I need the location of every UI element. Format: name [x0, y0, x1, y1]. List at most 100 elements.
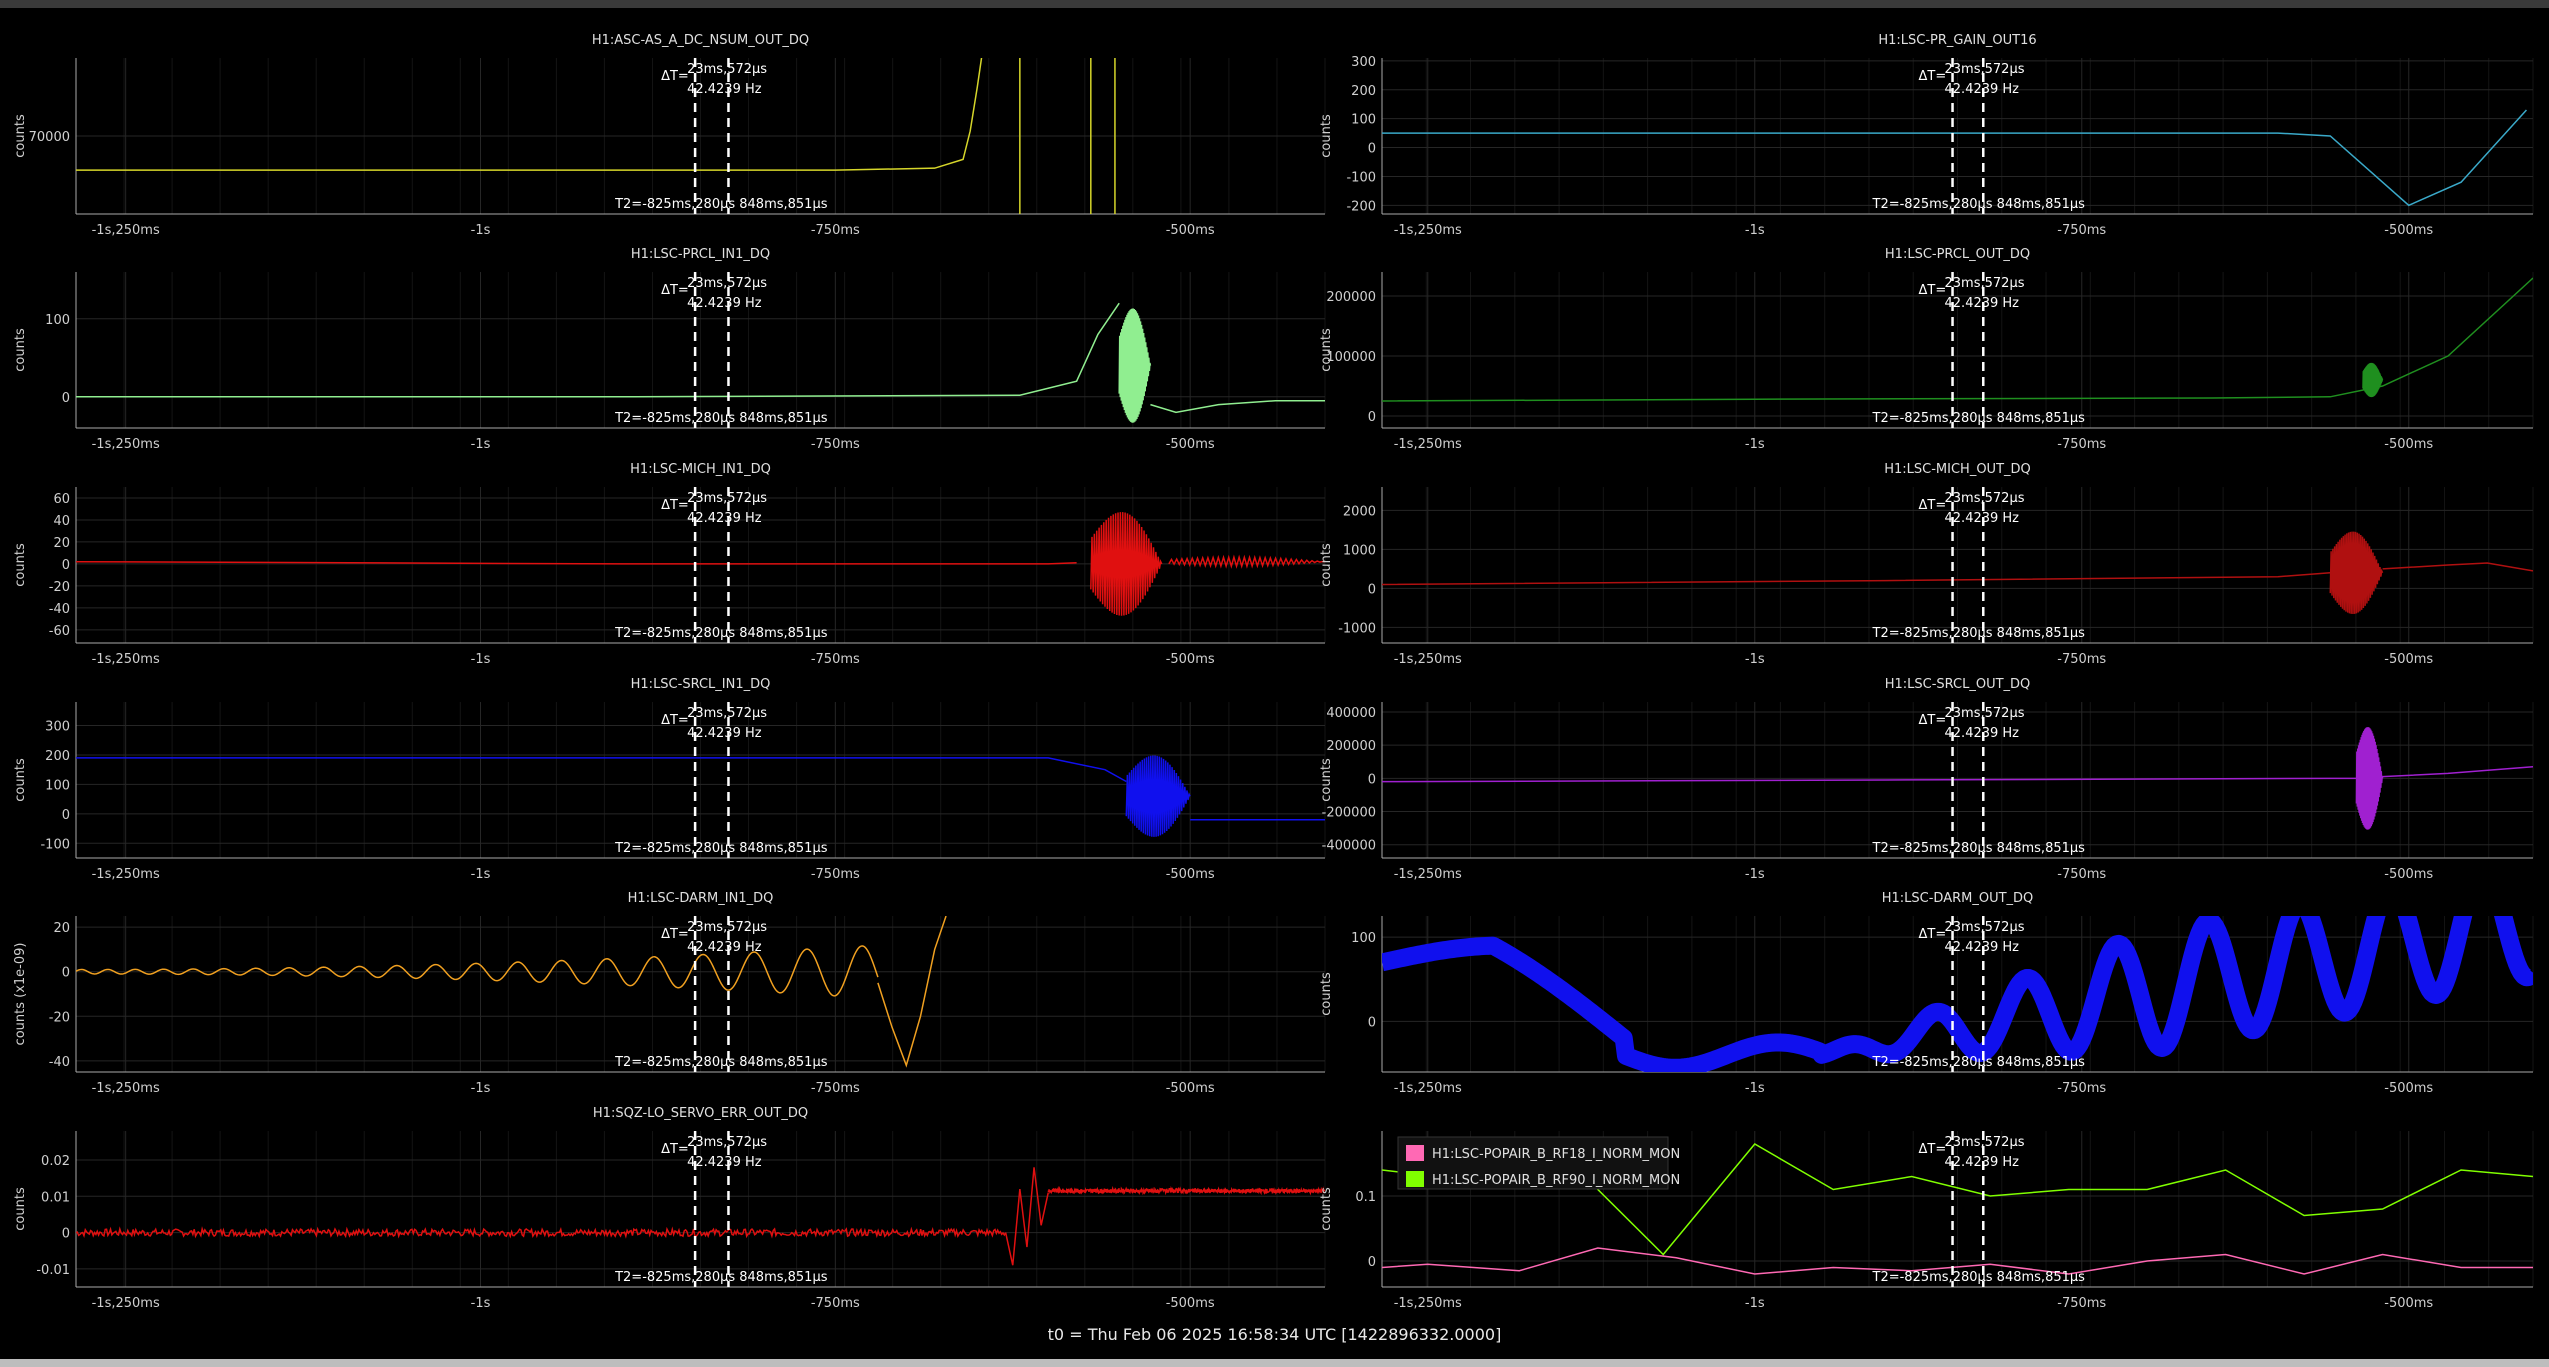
series-group	[1382, 1143, 2533, 1275]
chart-legend: H1:LSC-POPAIR_B_RF18_I_NORM_MON H1:LSC-PO…	[1397, 1136, 1680, 1190]
y-tick-label: 20	[53, 536, 70, 551]
cursor-t2-label: T2=-825ms,280μs 848ms,851μs	[1872, 411, 2086, 426]
x-tick-label: -750ms	[811, 1081, 860, 1096]
series-line	[1004, 1167, 1049, 1266]
x-tick-label: -750ms	[2057, 223, 2106, 238]
y-tick-label: 100	[1351, 931, 1376, 946]
y-tick-label: -40	[49, 602, 70, 617]
x-tick-label: -1s,250ms	[1394, 437, 1462, 452]
chart-title: H1:LSC-PRCL_IN1_DQ	[631, 247, 770, 262]
series-group	[1382, 109, 2528, 207]
cursor-t2-label: T2=-825ms,280μs 848ms,851μs	[1872, 841, 2086, 856]
x-tick-label: -1s	[1745, 223, 1765, 238]
x-tick-label: -500ms	[1166, 437, 1215, 452]
y-tick-label: -60	[49, 624, 70, 639]
series-line	[1382, 109, 2528, 207]
x-tick-label: -1s	[1745, 1296, 1765, 1311]
series-line	[1090, 512, 1163, 616]
chart-title: H1:LSC-SRCL_OUT_DQ	[1885, 677, 2031, 692]
cursor-t2-label: T2=-825ms,280μs 848ms,851μs	[614, 841, 828, 856]
cursor-freq-label: 42.4239 Hz	[687, 726, 762, 741]
x-tick-label: -1s,250ms	[1394, 223, 1462, 238]
series-line	[2329, 531, 2384, 615]
chart-panel: 100 0 -1s,250ms -1s -750ms -500ms H1:LSC-DARM_…	[1319, 891, 2534, 1096]
x-tick-label: -1s	[471, 1296, 491, 1311]
cursor-dt-prefix: ΔT=	[1919, 1142, 1947, 1157]
cursor-t2-label: T2=-825ms,280μs 848ms,851μs	[1872, 1055, 2086, 1070]
cursor-t2-label: T2=-825ms,280μs 848ms,851μs	[614, 1055, 828, 1070]
y-tick-label: 40	[53, 514, 70, 529]
series-group	[1382, 727, 2533, 830]
y-tick-label: 300	[1351, 55, 1376, 70]
chart-title: H1:LSC-MICH_OUT_DQ	[1884, 462, 2031, 477]
y-tick-label: 100000	[1326, 350, 1376, 365]
y-tick-label: 0	[62, 808, 70, 823]
series-line	[1168, 554, 1325, 569]
cursor-dt-label: 23ms,572μs	[687, 491, 767, 506]
y-tick-label: 60	[53, 492, 70, 507]
cursor-t2-label: T2=-825ms,280μs 848ms,851μs	[614, 1270, 828, 1285]
chart-panel: 20 0 -20 -40 -1s,250ms -1s -750ms -500ms H1:LSC-…	[13, 891, 1326, 1096]
cursor-dt-prefix: ΔT=	[661, 927, 689, 942]
x-tick-label: -1s,250ms	[92, 223, 160, 238]
x-tick-label: -1s,250ms	[92, 1296, 160, 1311]
y-tick-label: -0.01	[36, 1263, 70, 1278]
legend-label: H1:LSC-POPAIR_B_RF18_I_NORM_MON	[1432, 1147, 1680, 1162]
cursor-freq-label: 42.4239 Hz	[1945, 511, 2020, 526]
t0-footer: t0 = Thu Feb 06 2025 16:58:34 UTC [14228…	[1047, 1325, 1502, 1344]
y-axis-label: counts	[1319, 758, 1334, 802]
x-tick-label: -500ms	[2384, 1081, 2433, 1096]
y-tick-label: 0	[1368, 142, 1376, 157]
cursor-freq-label: 42.4239 Hz	[1945, 82, 2020, 97]
y-tick-label: -400000	[1322, 839, 1376, 854]
y-tick-label: 0	[62, 966, 70, 981]
chart-title: H1:ASC-AS_A_DC_NSUM_OUT_DQ	[592, 33, 809, 48]
y-tick-label: 20	[53, 921, 70, 936]
series-group	[76, 512, 1325, 616]
y-tick-label: 70000	[29, 130, 70, 145]
x-tick-label: -1s,250ms	[1394, 1081, 1462, 1096]
legend-swatch	[1406, 1145, 1424, 1161]
cursor-dt-label: 23ms,572μs	[1945, 491, 2025, 506]
y-tick-label: 0	[1368, 582, 1376, 597]
legend-swatch	[1406, 1171, 1424, 1187]
series-line	[1382, 1247, 2533, 1275]
y-tick-label: 300	[45, 720, 70, 735]
cursor-dt-label: 23ms,572μs	[687, 706, 767, 721]
series-group	[76, 916, 947, 1068]
x-tick-label: -750ms	[2057, 1081, 2106, 1096]
series-line	[1118, 308, 1152, 423]
x-tick-label: -500ms	[2384, 437, 2433, 452]
x-tick-label: -1s	[1745, 652, 1765, 667]
series-line	[76, 1226, 1007, 1239]
cursor-dt-label: 23ms,572μs	[687, 276, 767, 291]
y-axis-label: counts	[1319, 1187, 1334, 1231]
cursor-t2-label: T2=-825ms,280μs 848ms,851μs	[1872, 1270, 2086, 1285]
y-axis-label: counts	[13, 543, 28, 587]
x-tick-label: -500ms	[2384, 867, 2433, 882]
x-tick-label: -750ms	[2057, 1296, 2106, 1311]
cursor-dt-label: 23ms,572μs	[687, 920, 767, 935]
y-tick-label: 0	[1368, 772, 1376, 787]
x-tick-label: -750ms	[811, 1296, 860, 1311]
chart-panel: 0.1 0 -1s,250ms -1s -750ms -500ms counts ΔT=23m…	[1319, 1131, 2534, 1311]
series-line	[2382, 562, 2533, 572]
cursor-dt-prefix: ΔT=	[1919, 927, 1947, 942]
chart-title: H1:LSC-MICH_IN1_DQ	[630, 462, 771, 477]
series-line	[1382, 277, 2533, 402]
chart-title: H1:LSC-DARM_OUT_DQ	[1882, 891, 2034, 906]
chart-title: H1:LSC-PRCL_OUT_DQ	[1885, 247, 2030, 262]
y-axis-label: counts	[13, 758, 28, 802]
series-line	[76, 757, 1127, 783]
x-tick-label: -750ms	[811, 867, 860, 882]
x-tick-label: -750ms	[2057, 652, 2106, 667]
x-tick-label: -1s	[1745, 437, 1765, 452]
series-group	[1382, 916, 2533, 1072]
x-tick-label: -500ms	[1166, 1296, 1215, 1311]
cursor-dt-prefix: ΔT=	[661, 283, 689, 298]
cursor-dt-label: 23ms,572μs	[1945, 276, 2025, 291]
y-tick-label: 100	[45, 778, 70, 793]
chart-panel: 70000 -1s,250ms -1s -750ms -500ms H1:ASC-AS_A…	[13, 33, 1326, 238]
x-tick-label: -1s,250ms	[92, 1081, 160, 1096]
chart-panel: 2000 1000 0 -1000 -1s,250ms -1s -750ms -500ms H1…	[1319, 462, 2534, 667]
